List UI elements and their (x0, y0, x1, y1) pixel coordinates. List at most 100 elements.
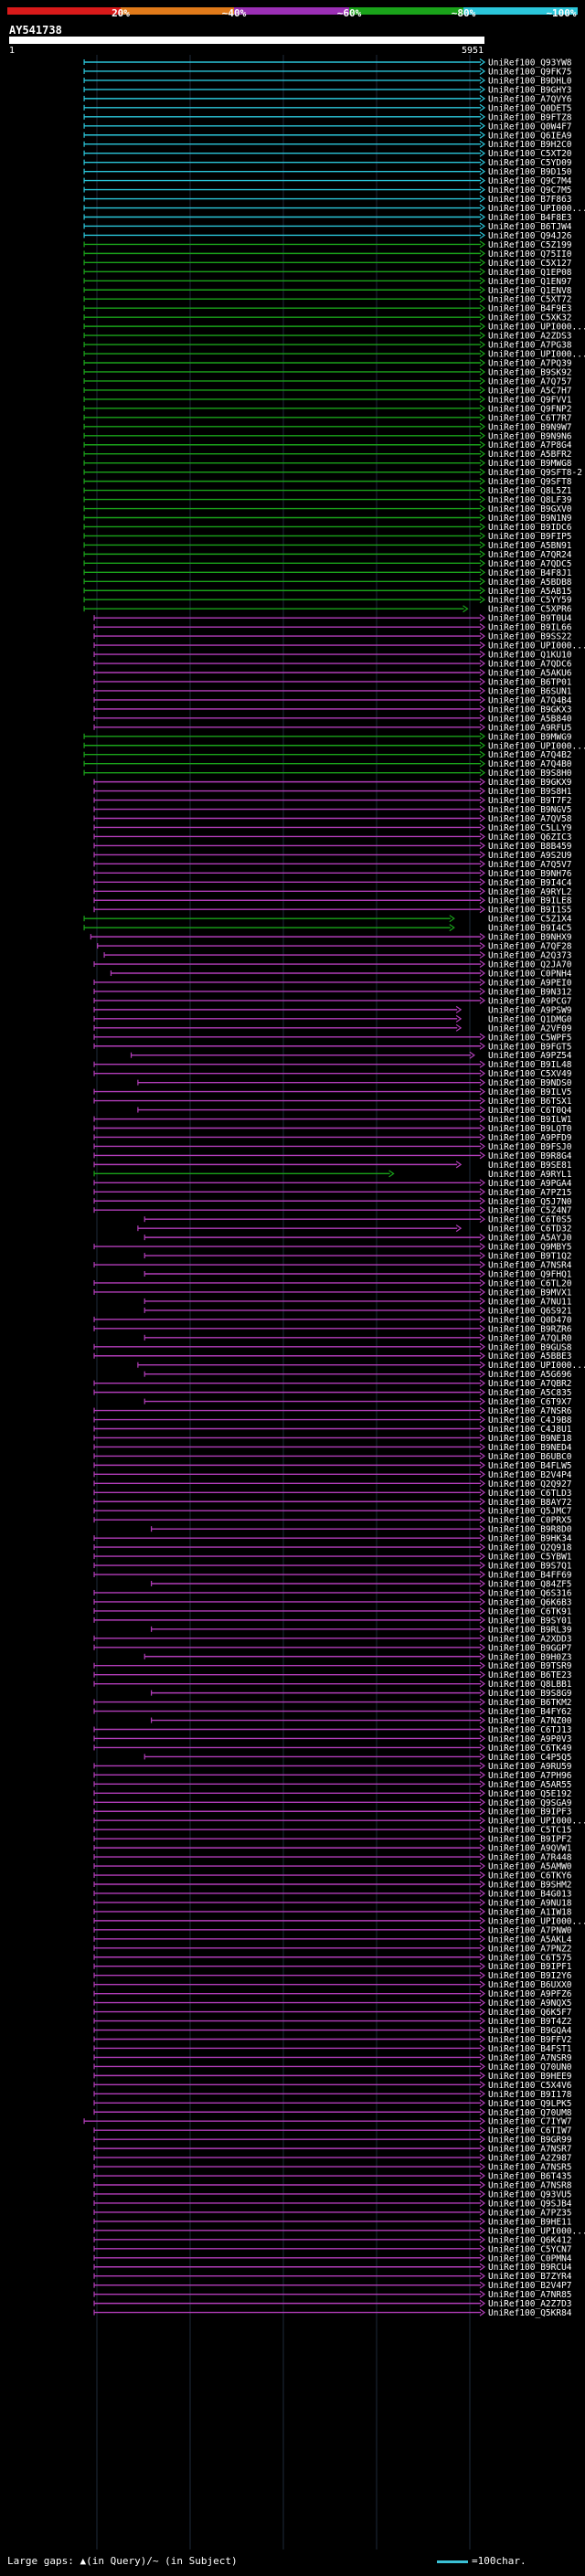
hit-label[interactable]: UniRef100_A7Q4B2 (488, 750, 572, 760)
hit-row[interactable]: UniRef100_B6SUN1 (93, 686, 572, 696)
hit-label[interactable]: UniRef100_B4FLW5 (488, 1461, 572, 1471)
hit-label[interactable]: UniRef100_A9PSW9 (488, 1005, 572, 1015)
hit-label[interactable]: UniRef100_B2V4P4 (488, 1470, 572, 1480)
hit-label[interactable]: UniRef100_C6T575 (488, 1953, 572, 1963)
hit-row[interactable]: UniRef100_A7QDC5 (83, 559, 572, 569)
hit-row[interactable]: UniRef100_Q9SFT8-2 (83, 468, 582, 478)
hit-label[interactable]: UniRef100_B9HE11 (488, 2217, 572, 2227)
hit-label[interactable]: UniRef100_A9S2U9 (488, 851, 572, 861)
hit-row[interactable]: UniRef100_B9LQT0 (93, 1124, 572, 1134)
hit-label[interactable]: UniRef100_C4J8U1 (488, 1425, 572, 1435)
hit-row[interactable]: UniRef100_A5BFR2 (83, 450, 572, 460)
hit-row[interactable]: UniRef100_A9PFD9 (93, 1133, 572, 1143)
hit-row[interactable]: UniRef100_B9NGV5 (93, 805, 572, 815)
hit-label[interactable]: UniRef100_Q8LBB1 (488, 1680, 572, 1690)
hit-row[interactable]: UniRef100_C6T7R7 (83, 413, 572, 423)
hit-label[interactable]: UniRef100_A5BN91 (488, 541, 572, 551)
hit-row[interactable]: UniRef100_B9T0U4 (93, 614, 572, 624)
hit-row[interactable]: UniRef100_C0PRX5 (93, 1516, 572, 1526)
hit-label[interactable]: UniRef100_B9RCU4 (488, 2263, 572, 2273)
hit-label[interactable]: UniRef100_A7NSR4 (488, 1261, 572, 1271)
hit-label[interactable]: UniRef100_Q9SFT8-2 (488, 468, 582, 478)
hit-label[interactable]: UniRef100_B9GQA4 (488, 2026, 572, 2036)
hit-row[interactable]: UniRef100_Q70UM8 (93, 2108, 572, 2118)
hit-label[interactable]: UniRef100_C6TK91 (488, 1606, 572, 1617)
hit-label[interactable]: UniRef100_B9N1N9 (488, 514, 572, 524)
hit-row[interactable]: UniRef100_B9I1S5 (93, 906, 572, 916)
hit-row[interactable]: UniRef100_C6T0Q4 (137, 1106, 572, 1116)
hit-label[interactable]: UniRef100_B6TSX1 (488, 1097, 572, 1107)
hit-row[interactable]: UniRef100_Q9FK75 (83, 67, 572, 77)
hit-row[interactable]: UniRef100_C5YY59 (83, 596, 572, 606)
hit-row[interactable]: UniRef100_B9NE18 (93, 1434, 572, 1444)
hit-label[interactable]: UniRef100_UPI000... (488, 2226, 585, 2236)
hit-row[interactable]: UniRef100_C6T9X7 (144, 1397, 572, 1407)
hit-label[interactable]: UniRef100_A7Q4B4 (488, 695, 572, 705)
hit-row[interactable]: UniRef100_A5B840 (93, 714, 572, 724)
hit-row[interactable]: UniRef100_B9NHX9 (90, 933, 572, 943)
hit-label[interactable]: UniRef100_Q9FVV1 (488, 395, 572, 405)
hit-label[interactable]: UniRef100_C5XK32 (488, 313, 572, 323)
hit-label[interactable]: UniRef100_A7QR24 (488, 550, 572, 560)
hit-label[interactable]: UniRef100_B9FGT5 (488, 1042, 572, 1052)
hit-row[interactable]: UniRef100_Q1EN97 (83, 277, 572, 287)
hit-row[interactable]: UniRef100_A5AKL4 (93, 1935, 572, 1945)
hit-label[interactable]: UniRef100_Q0W4F7 (488, 122, 572, 132)
hit-label[interactable]: UniRef100_A7NSR7 (488, 2145, 572, 2155)
hit-row[interactable]: UniRef100_B9IPF3 (93, 1807, 572, 1818)
hit-label[interactable]: UniRef100_UPI000... (488, 1361, 585, 1371)
hit-label[interactable]: UniRef100_C6TL20 (488, 1278, 572, 1288)
hit-label[interactable]: UniRef100_B4FST1 (488, 2044, 572, 2054)
hit-row[interactable]: UniRef100_A7NSR9 (93, 2053, 572, 2063)
hit-row[interactable]: UniRef100_B9MWG9 (83, 732, 572, 742)
hit-label[interactable]: UniRef100_Q75II0 (488, 249, 572, 260)
hit-label[interactable]: UniRef100_A7NSR9 (488, 2053, 572, 2063)
hit-label[interactable]: UniRef100_A2Q373 (488, 951, 572, 961)
hit-label[interactable]: UniRef100_Q9SGA9 (488, 1798, 572, 1808)
hit-row[interactable]: UniRef100_C6TK49 (93, 1744, 572, 1754)
hit-row[interactable]: UniRef100_B9HE11 (93, 2217, 572, 2227)
hit-label[interactable]: UniRef100_B9IPF1 (488, 1962, 572, 1972)
hit-label[interactable]: UniRef100_C5WPF5 (488, 1033, 572, 1043)
hit-row[interactable]: UniRef100_Q1EP08 (83, 268, 572, 278)
hit-row[interactable]: UniRef100_A7NR85 (93, 2290, 572, 2300)
hit-label[interactable]: UniRef100_B9MWG8 (488, 459, 572, 469)
hit-row[interactable]: UniRef100_Q9MBY5 (93, 1243, 572, 1253)
hit-label[interactable]: UniRef100_B6TP01 (488, 677, 572, 687)
hit-label[interactable]: UniRef100_UPI000... (488, 350, 585, 360)
hit-label[interactable]: UniRef100_B9I4C4 (488, 878, 572, 888)
hit-row[interactable]: UniRef100_Q6IEA9 (83, 131, 572, 141)
hit-label[interactable]: UniRef100_B9SY01 (488, 1616, 572, 1626)
hit-row[interactable]: UniRef100_A7NSR4 (93, 1261, 572, 1271)
hit-label[interactable]: UniRef100_B9D150 (488, 167, 572, 177)
hit-row[interactable]: UniRef100_B7ZYR4 (93, 2272, 572, 2282)
hit-row[interactable]: UniRef100_B9IL48 (93, 1060, 572, 1070)
hit-row[interactable]: UniRef100_A7QR24 (83, 550, 572, 560)
hit-label[interactable]: UniRef100_A7QBR2 (488, 1379, 572, 1389)
hit-label[interactable]: UniRef100_A9RYL2 (488, 887, 572, 897)
hit-label[interactable]: UniRef100_B9R8G4 (488, 1151, 572, 1161)
hit-row[interactable]: UniRef100_A9P0V3 (93, 1734, 572, 1744)
hit-row[interactable]: UniRef100_A7R448 (93, 1853, 572, 1863)
hit-label[interactable]: UniRef100_Q84ZF5 (488, 1579, 572, 1589)
hit-label[interactable]: UniRef100_C6T7R7 (488, 413, 572, 423)
hit-row[interactable]: UniRef100_A2Z7D3 (93, 2299, 572, 2309)
hit-row[interactable]: UniRef100_UPI000... (93, 641, 585, 652)
hit-label[interactable]: UniRef100_B9IPF2 (488, 1835, 572, 1845)
hit-label[interactable]: UniRef100_B9I4C5 (488, 924, 572, 934)
hit-label[interactable]: UniRef100_UPI000... (488, 1916, 585, 1926)
hit-row[interactable]: UniRef100_Q9SGA9 (93, 1798, 572, 1808)
hit-row[interactable]: UniRef100_A7Q4B2 (83, 750, 572, 760)
hit-row[interactable]: UniRef100_A5AYJ0 (144, 1234, 572, 1244)
hit-label[interactable]: UniRef100_B9NGV5 (488, 805, 572, 815)
hit-label[interactable]: UniRef100_B4FY62 (488, 1707, 572, 1717)
hit-row[interactable]: UniRef100_C4J8U1 (93, 1425, 572, 1435)
hit-label[interactable]: UniRef100_C6T0S5 (488, 1215, 572, 1225)
hit-row[interactable]: UniRef100_C5Z199 (83, 240, 572, 250)
hit-row[interactable]: UniRef100_B8B459 (93, 842, 572, 852)
hit-row[interactable]: UniRef100_Q93YW8 (83, 58, 572, 69)
hit-row[interactable]: UniRef100_Q2Q927 (93, 1479, 572, 1489)
hit-row[interactable]: UniRef100_C5WPF5 (93, 1033, 572, 1043)
hit-label[interactable]: UniRef100_A5AB15 (488, 587, 572, 597)
hit-row[interactable]: UniRef100_C5XT20 (83, 149, 572, 159)
